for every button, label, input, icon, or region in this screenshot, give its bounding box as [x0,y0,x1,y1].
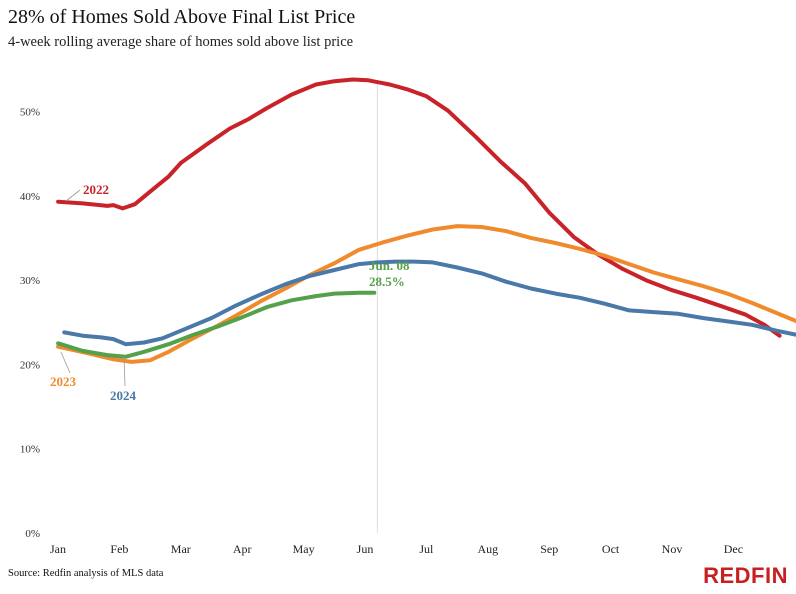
x-tick-label: Jan [50,542,66,556]
x-tick-label: May [293,542,315,556]
annotation-label: 2022 [83,182,109,197]
chart-title: 28% of Homes Sold Above Final List Price [8,6,356,28]
x-tick-label: Nov [662,542,683,556]
y-tick-label: 40% [20,191,40,203]
x-tick-label: Jul [419,542,434,556]
series-line-2022 [56,77,782,338]
x-tick-label: Mar [171,542,191,556]
annotation-label: Jun. 08 [369,258,410,273]
annotation-label: 2023 [50,374,77,389]
series-line-2024 [62,259,796,347]
x-tick-label: Jun [357,542,374,556]
x-tick-label: Apr [233,542,252,556]
x-tick-label: Sep [540,542,558,556]
annotation-leader-line [60,351,71,374]
chart-subtitle: 4-week rolling average share of homes so… [8,34,354,50]
x-tick-label: Feb [110,542,128,556]
series-line-current [56,290,377,359]
annotation-label: 2024 [110,388,137,403]
y-tick-label: 0% [25,528,40,540]
redfin-logo: REDFIN [703,563,788,588]
x-tick-label: Dec [724,542,743,556]
y-tick-label: 20% [20,359,40,371]
annotation-leader-line [123,355,126,387]
y-tick-label: 10% [20,444,40,456]
series-line-2023 [56,224,796,364]
annotation-label: 28.5% [369,274,405,289]
source-note: Source: Redfin analysis of MLS data [8,568,164,579]
x-tick-label: Aug [477,542,498,556]
y-tick-label: 50% [20,107,40,119]
y-tick-label: 30% [20,275,40,287]
annotation-leader-line [65,189,81,202]
x-tick-label: Oct [602,542,620,556]
